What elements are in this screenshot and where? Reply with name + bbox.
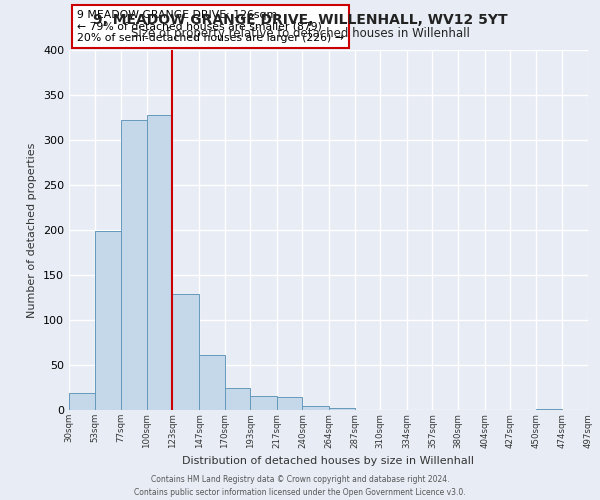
Bar — [329, 408, 355, 410]
Y-axis label: Number of detached properties: Number of detached properties — [28, 142, 37, 318]
Bar — [277, 398, 302, 410]
Text: Contains HM Land Registry data © Crown copyright and database right 2024.: Contains HM Land Registry data © Crown c… — [151, 476, 449, 484]
Bar — [147, 115, 172, 410]
Bar — [302, 406, 329, 410]
Bar — [95, 231, 121, 410]
Text: 9 MEADOW GRANGE DRIVE: 126sqm
← 79% of detached houses are smaller (879)
20% of : 9 MEADOW GRANGE DRIVE: 126sqm ← 79% of d… — [77, 10, 344, 43]
Bar — [588, 408, 600, 410]
Bar — [69, 393, 95, 410]
Bar — [121, 120, 147, 410]
Text: Size of property relative to detached houses in Willenhall: Size of property relative to detached ho… — [131, 28, 469, 40]
Bar — [536, 409, 562, 410]
Bar — [172, 294, 199, 410]
Text: Contains public sector information licensed under the Open Government Licence v3: Contains public sector information licen… — [134, 488, 466, 497]
X-axis label: Distribution of detached houses by size in Willenhall: Distribution of detached houses by size … — [182, 456, 475, 466]
Text: 9, MEADOW GRANGE DRIVE, WILLENHALL, WV12 5YT: 9, MEADOW GRANGE DRIVE, WILLENHALL, WV12… — [92, 12, 508, 26]
Bar — [250, 396, 277, 410]
Bar — [199, 355, 224, 410]
Bar — [224, 388, 250, 410]
